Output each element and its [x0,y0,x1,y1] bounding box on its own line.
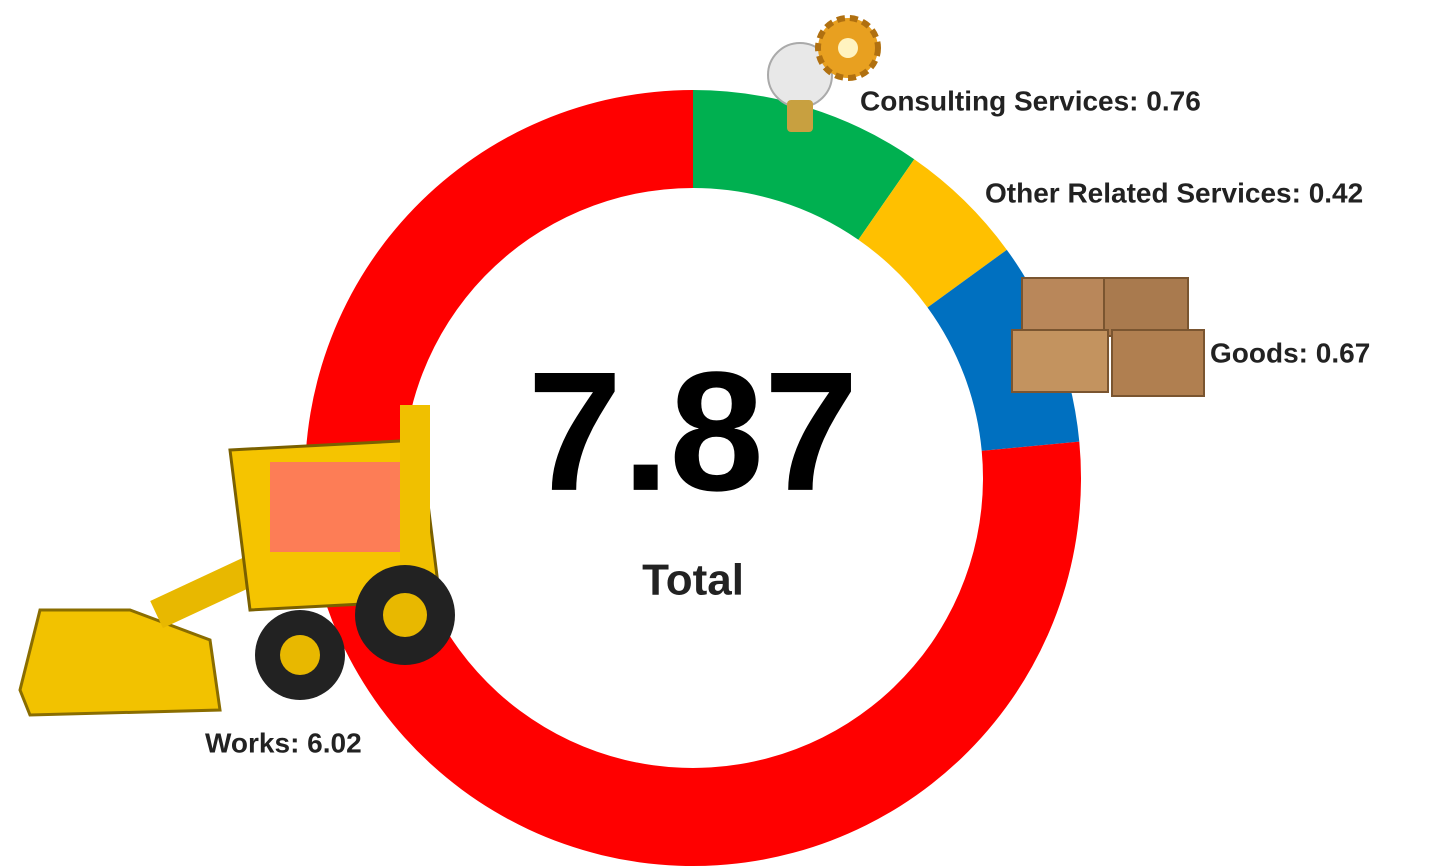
backhoe-icon [18,405,455,717]
data-label: Other Related Services: 0.42 [985,177,1363,208]
donut-segment [858,159,1007,308]
donut-segment [693,90,915,240]
data-label: Goods: 0.67 [1210,337,1370,368]
data-label: Works: 6.02 [205,727,362,758]
donut-segment [927,249,1080,451]
donut-hole [404,189,982,767]
center-value: 7.87 [528,337,859,527]
center-label: Total [642,556,744,605]
bulb-icon [767,15,881,132]
data-label: Consulting Services: 0.76 [860,85,1201,116]
boxes-icon [1011,277,1205,397]
donut [305,90,1082,866]
